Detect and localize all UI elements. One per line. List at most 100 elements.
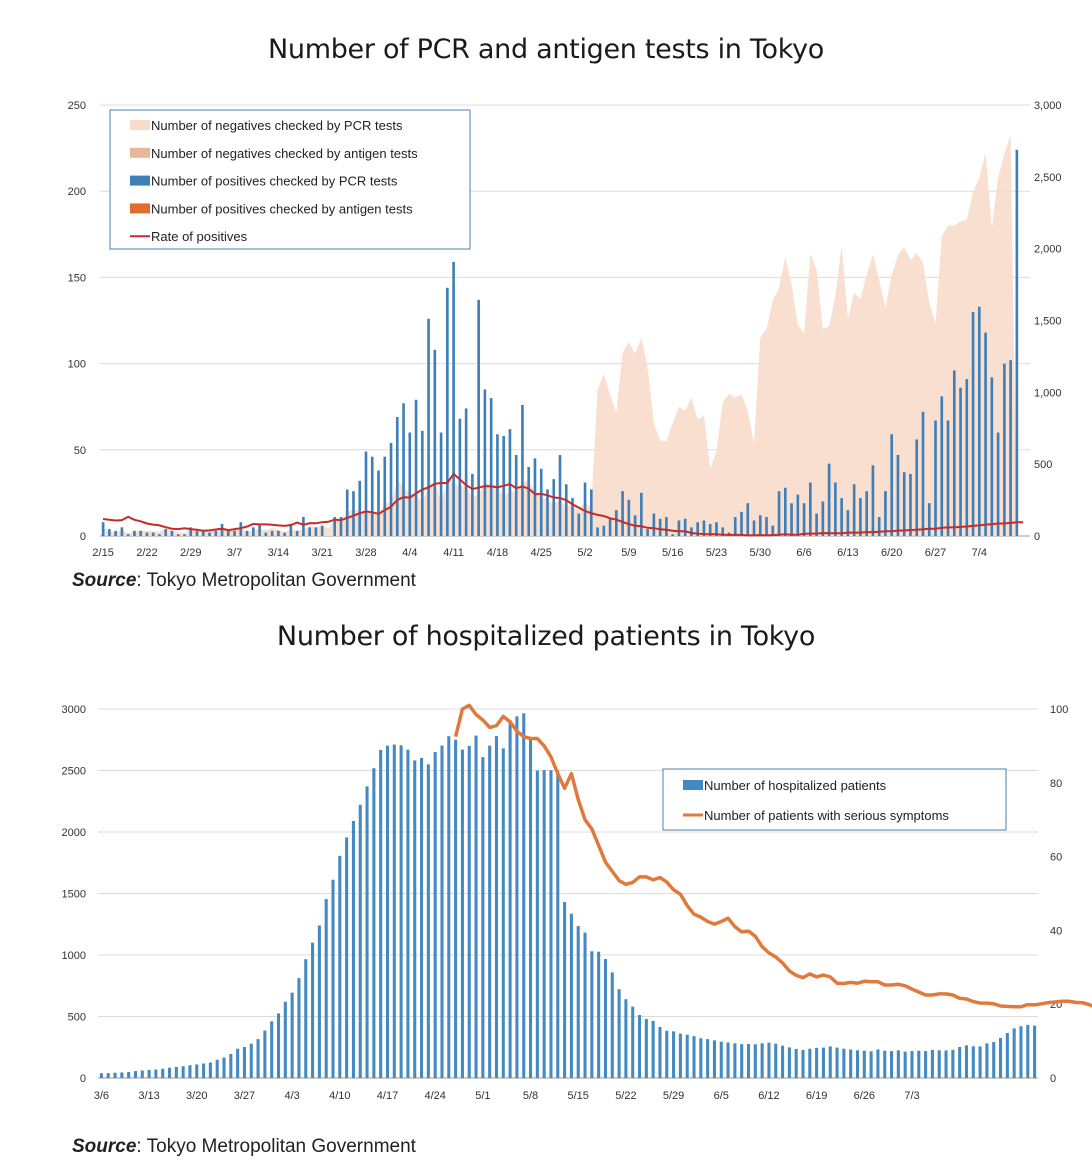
legend-label: Rate of positives	[151, 229, 248, 244]
y-right-tick-label: 500	[1034, 459, 1052, 471]
y-right-tick-label: 1,500	[1034, 316, 1062, 328]
hospitalized-bar	[1033, 1026, 1036, 1078]
hospitalized-bar	[209, 1063, 212, 1078]
x-tick-label: 3/28	[355, 547, 376, 559]
pos-pcr-bar	[1016, 150, 1019, 536]
y-right-tick-label: 80	[1050, 778, 1062, 790]
hospitalized-bar	[747, 1044, 750, 1078]
pos-pcr-bar	[959, 388, 962, 536]
pos-pcr-bar	[609, 519, 612, 536]
pos-pcr-bar	[171, 531, 174, 536]
pos-pcr-bar	[890, 434, 893, 536]
hospitalized-bar	[509, 720, 512, 1078]
pos-pcr-bar	[734, 517, 737, 536]
hospitalized-bar	[985, 1043, 988, 1078]
pos-pcr-bar	[909, 474, 912, 536]
y-left-tick-label: 2500	[62, 766, 86, 778]
y-left-tick-label: 1000	[62, 950, 86, 962]
y-left-tick-label: 1500	[62, 889, 86, 901]
pos-pcr-bar	[615, 510, 618, 536]
pos-pcr-bar	[308, 527, 311, 536]
pos-pcr-bar	[653, 514, 656, 536]
hospitalized-bar	[883, 1051, 886, 1078]
hospitalized-bar	[713, 1040, 716, 1078]
pos-pcr-bar	[421, 431, 424, 536]
pos-pcr-bar	[915, 439, 918, 536]
x-tick-label: 6/12	[758, 1090, 779, 1100]
pos-pcr-bar	[646, 529, 649, 536]
legend-label: Number of negatives checked by PCR tests	[151, 118, 403, 133]
pos-pcr-bar	[265, 533, 268, 536]
pos-pcr-bar	[784, 488, 787, 536]
hospitalized-bar	[120, 1072, 123, 1078]
pos-pcr-bar	[108, 529, 111, 536]
pos-pcr-bar	[208, 533, 211, 536]
hospitalized-bar	[536, 771, 539, 1079]
hospitalized-bar	[475, 736, 478, 1078]
hospitalized-bar	[529, 740, 532, 1078]
x-tick-label: 3/7	[227, 547, 242, 559]
x-tick-label: 5/29	[663, 1090, 684, 1100]
pos-pcr-bar	[214, 531, 217, 536]
legend-label: Number of positives checked by PCR tests	[151, 174, 398, 189]
pos-pcr-bar	[1009, 360, 1012, 536]
x-tick-label: 3/14	[268, 547, 289, 559]
pos-pcr-bar	[121, 527, 124, 536]
source-text: : Tokyo Metropolitan Government	[136, 570, 416, 591]
hospitalized-bar	[863, 1051, 866, 1078]
hospitalized-bar	[440, 746, 443, 1078]
x-tick-label: 5/16	[662, 547, 683, 559]
pos-pcr-bar	[465, 408, 468, 536]
y-right-tick-label: 100	[1050, 704, 1068, 716]
pos-pcr-bar	[283, 533, 286, 536]
pos-pcr-bar	[897, 455, 900, 536]
hospitalized-bar	[992, 1042, 995, 1078]
pos-pcr-bar	[997, 433, 1000, 536]
hospitalized-bar	[624, 999, 627, 1078]
hospitalized-bar	[386, 746, 389, 1078]
hospitalized-bar	[372, 768, 375, 1078]
x-tick-label: 6/5	[714, 1090, 729, 1100]
pos-pcr-bar	[102, 522, 105, 536]
y-right-tick-label: 3,000	[1034, 100, 1062, 112]
pos-pcr-bar	[940, 396, 943, 536]
hospitalized-bar	[141, 1070, 144, 1078]
pos-pcr-bar	[402, 403, 405, 536]
hospitalized-bar	[291, 993, 294, 1078]
pos-pcr-bar	[521, 405, 524, 536]
hospitalized-bar	[427, 764, 430, 1078]
hospitalized-bar	[352, 821, 355, 1078]
y-left-tick-label: 50	[74, 445, 86, 457]
x-tick-label: 2/15	[92, 547, 113, 559]
hospitalized-bar	[229, 1054, 232, 1078]
pos-pcr-bar	[665, 517, 668, 536]
pos-pcr-bar	[271, 531, 274, 536]
x-tick-label: 7/3	[904, 1090, 919, 1100]
pos-pcr-bar	[740, 512, 743, 536]
pos-pcr-bar	[365, 452, 368, 536]
hospitalized-bar	[331, 880, 334, 1078]
hospitalized-bar	[795, 1049, 798, 1078]
y-left-tick-label: 3000	[62, 704, 86, 716]
hospitalized-bar	[733, 1043, 736, 1078]
hospitalized-bar	[611, 972, 614, 1078]
pos-pcr-bar	[164, 529, 167, 536]
y-left-tick-label: 2000	[62, 827, 86, 839]
x-tick-label: 4/3	[284, 1090, 299, 1100]
x-tick-label: 5/30	[750, 547, 771, 559]
hospitalized-bar	[1026, 1025, 1029, 1078]
y-right-tick-label: 40	[1050, 925, 1062, 937]
pos-pcr-bar	[759, 515, 762, 536]
pos-pcr-bar	[552, 479, 555, 536]
source-label: Source	[72, 1136, 136, 1157]
pos-pcr-bar	[628, 500, 631, 536]
pos-pcr-bar	[408, 433, 411, 536]
pos-pcr-bar	[490, 398, 493, 536]
pos-pcr-bar	[452, 262, 455, 536]
hospitalized-bar	[767, 1043, 770, 1078]
hospitalized-bar	[481, 757, 484, 1078]
y-right-tick-label: 2,000	[1034, 244, 1062, 256]
pos-pcr-bar	[559, 455, 562, 536]
pos-pcr-bar	[139, 531, 142, 536]
pos-pcr-bar	[227, 531, 230, 536]
